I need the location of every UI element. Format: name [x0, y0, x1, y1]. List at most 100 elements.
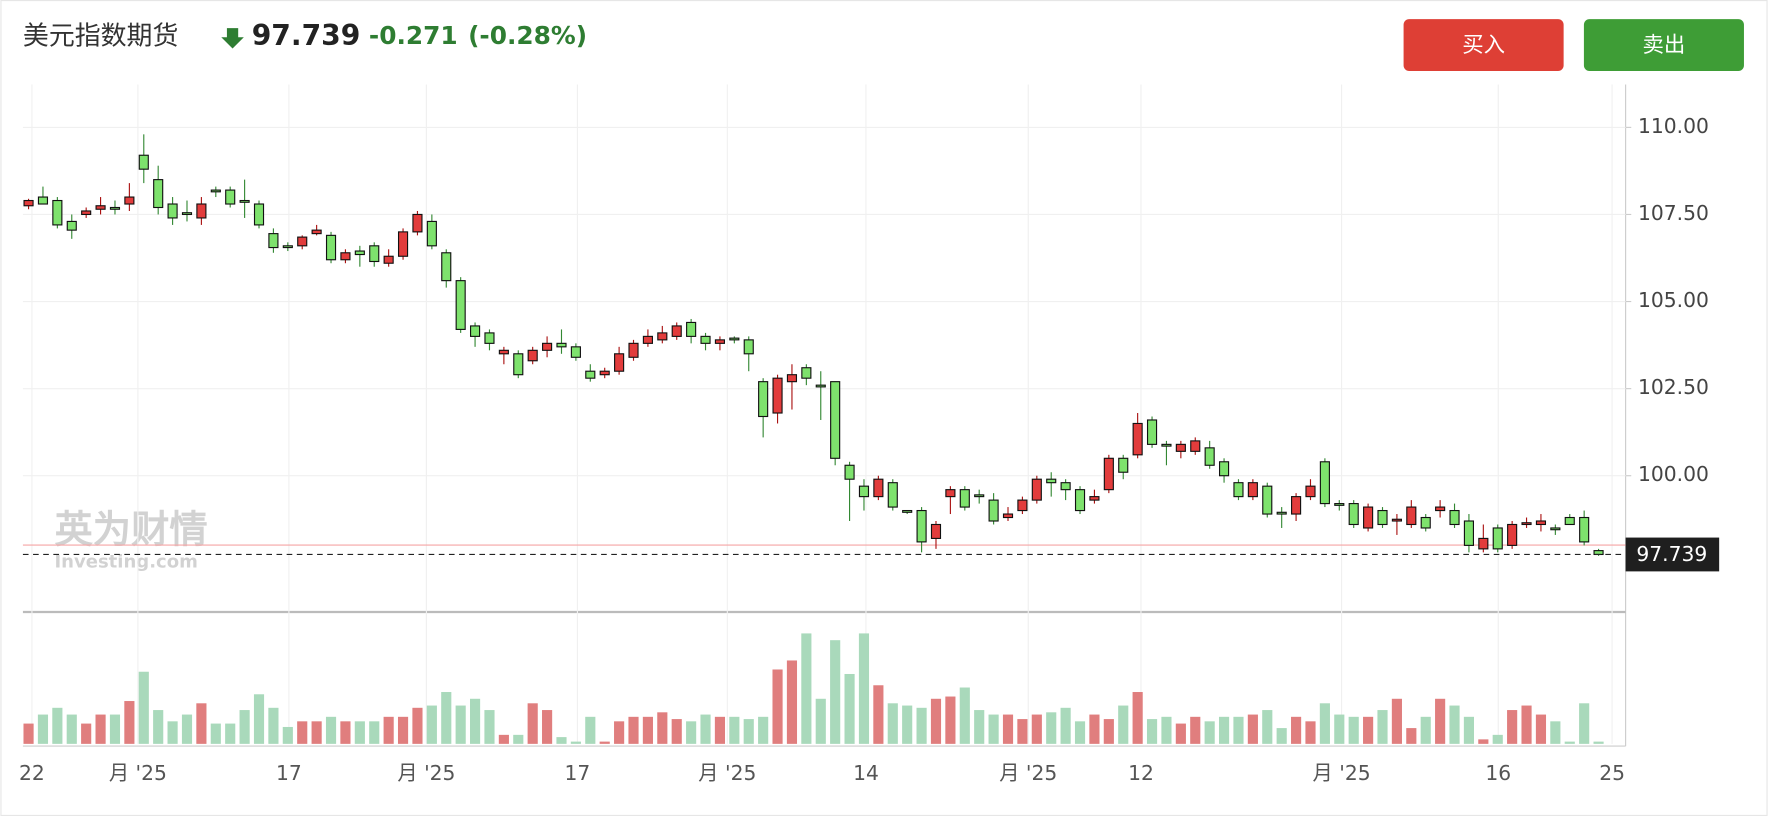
candle-body — [1291, 496, 1302, 515]
volume-bar — [1247, 714, 1258, 744]
volume-bar — [1118, 705, 1129, 744]
candle-body — [52, 199, 63, 226]
volume-bar — [109, 714, 121, 744]
volume-bar — [1276, 728, 1287, 744]
volume-bar — [527, 703, 538, 744]
sell-button-bg[interactable] — [1583, 19, 1744, 72]
volume-bar — [1463, 716, 1475, 744]
candle-body — [1579, 516, 1590, 543]
y-tick-label: 105.00 — [1638, 288, 1709, 312]
candle-body — [196, 203, 207, 219]
volume-bar — [81, 723, 92, 744]
candle-body — [570, 346, 581, 358]
volume-bar — [513, 734, 524, 744]
volume-bar — [1319, 703, 1330, 744]
candle-body — [153, 179, 164, 209]
volume-bar — [354, 721, 365, 744]
candle-body — [297, 236, 308, 247]
candle-body — [556, 342, 567, 348]
candle-body — [1463, 520, 1475, 546]
candle-body — [340, 252, 351, 261]
candle-body — [858, 485, 870, 498]
volume-bar — [1233, 716, 1244, 744]
candle-body — [1247, 482, 1258, 498]
candle-body — [599, 370, 610, 376]
volume-bar — [700, 714, 711, 744]
candle-body — [469, 325, 481, 337]
volume-bar — [138, 671, 149, 744]
volume-bar — [1190, 716, 1201, 744]
x-tick-label: 12 — [1128, 761, 1154, 785]
volume-bar — [1550, 721, 1561, 744]
candle-body — [1204, 447, 1215, 466]
candle-body — [1334, 503, 1345, 506]
volume-bar — [599, 741, 610, 744]
candle-body — [642, 335, 653, 344]
candle-body — [527, 349, 538, 362]
volume-bar — [1521, 705, 1532, 744]
x-tick-label: 月 '25 — [698, 761, 756, 785]
volume-bar — [469, 698, 481, 744]
candle-body — [1319, 461, 1330, 505]
volume-bar — [1074, 721, 1086, 744]
candle-body — [786, 374, 798, 383]
x-tick-label: 月 '25 — [397, 761, 455, 785]
candle-body — [1550, 527, 1561, 531]
candle-body — [542, 342, 553, 351]
candle-body — [1377, 509, 1388, 526]
volume-bar — [153, 710, 164, 744]
sell-label[interactable]: 卖出 — [1643, 33, 1686, 58]
volume-bar — [1564, 741, 1575, 744]
volume-bar — [1017, 719, 1028, 744]
candle-body — [210, 189, 221, 193]
sell-button[interactable]: 卖出 — [1583, 19, 1744, 72]
candle-body — [383, 255, 394, 264]
x-tick-label: 14 — [853, 761, 879, 785]
volume-bar — [1507, 710, 1518, 744]
watermark-en: Investing.com — [54, 551, 197, 572]
candle-body — [1190, 440, 1201, 452]
buy-label[interactable]: 买入 — [1462, 33, 1505, 58]
candle-body — [830, 381, 841, 459]
volume-bar — [729, 716, 740, 744]
candle-body — [1564, 516, 1575, 526]
volume-bar — [570, 741, 581, 744]
x-tick-label: 17 — [565, 761, 591, 785]
candle-body — [81, 210, 92, 216]
volume-bar — [95, 714, 106, 744]
buy-button[interactable]: 买入 — [1403, 19, 1564, 72]
candle-body — [1218, 461, 1230, 477]
volume-bar — [1132, 692, 1143, 744]
volume-bar — [1363, 716, 1374, 744]
volume-bar — [1046, 712, 1057, 744]
volume-bar — [1391, 698, 1402, 744]
volume-bar — [210, 723, 221, 744]
candle-body — [959, 489, 970, 508]
volume-bar — [959, 687, 970, 744]
volume-bar — [1305, 721, 1316, 744]
volume-bar — [1002, 714, 1014, 744]
candle-body — [686, 321, 697, 337]
volume-bar — [1593, 741, 1604, 744]
buy-button-bg[interactable] — [1403, 19, 1564, 72]
candle-body — [743, 339, 754, 355]
watermark-cn: 英为财情 — [54, 507, 207, 552]
candle-body — [1074, 489, 1086, 512]
candle-body — [1420, 516, 1431, 529]
volume-bar — [383, 716, 394, 744]
volume-bar — [786, 660, 798, 744]
candle-body — [1161, 443, 1172, 447]
volume-bar — [556, 737, 567, 744]
volume-bar — [815, 698, 826, 744]
candle-body — [369, 245, 380, 263]
x-tick-label: 25 — [1599, 761, 1625, 785]
volume-bar — [657, 712, 668, 744]
volume-bar — [1478, 739, 1489, 744]
candle-body — [1002, 513, 1014, 519]
volume-bar — [196, 703, 207, 744]
volume-bar — [830, 640, 841, 744]
volume-bar — [37, 714, 49, 744]
price-tag-label: 97.739 — [1636, 542, 1707, 566]
volume-bar — [1161, 716, 1172, 744]
volume-bar — [268, 707, 279, 744]
